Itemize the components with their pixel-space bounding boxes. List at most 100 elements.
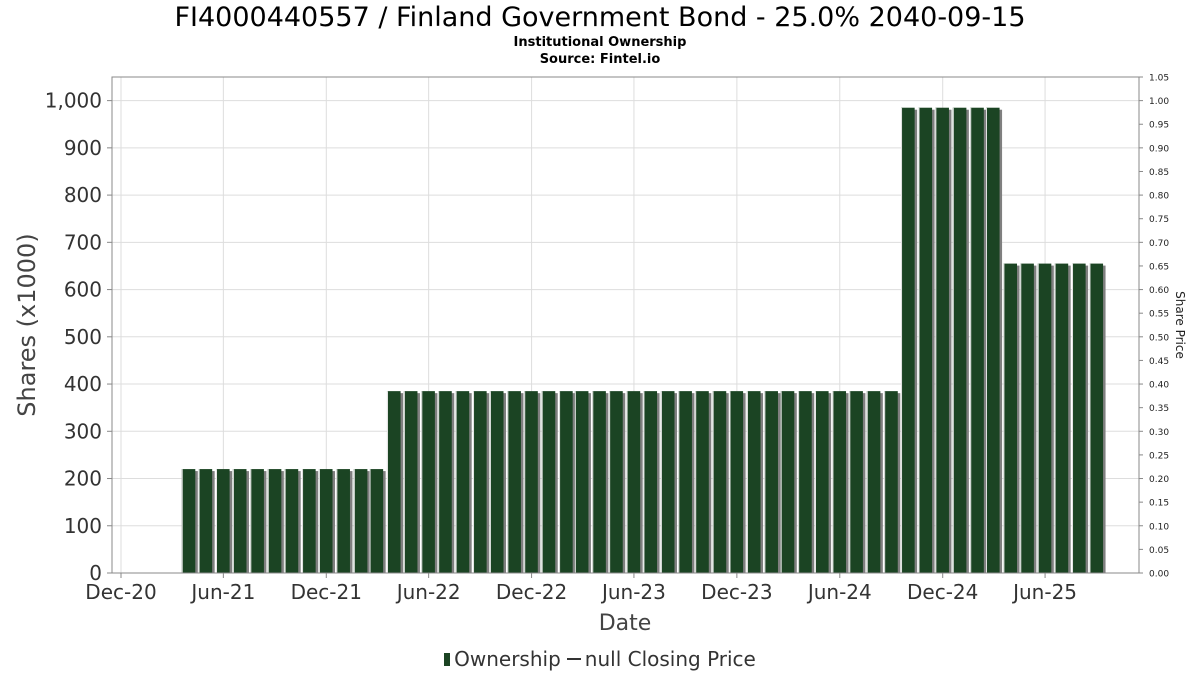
chart-title: FI4000440557 / Finland Government Bond -… [174, 2, 1026, 33]
ownership-bar [198, 469, 213, 573]
ownership-bar [1003, 263, 1018, 573]
ownership-bar [232, 469, 247, 573]
y2-tick-label: 0.45 [1149, 357, 1169, 367]
x-tick-label: Jun-25 [1011, 580, 1077, 604]
ownership-bar [678, 391, 692, 573]
x-tick-label: Dec-24 [907, 580, 978, 604]
ownership-bar [970, 107, 984, 573]
ownership-bar [541, 391, 556, 573]
ownership-bar [935, 107, 949, 573]
ownership-bar [798, 391, 812, 573]
x-tick-label: Jun-24 [806, 580, 872, 604]
ownership-bar [302, 469, 316, 573]
ownership-bar [455, 391, 470, 573]
y2-tick-label: 0.20 [1149, 475, 1169, 485]
y-tick-label: 800 [64, 183, 102, 207]
y2-tick-label: 0.00 [1149, 570, 1169, 580]
ownership-bar [403, 391, 418, 573]
price-legend-line [566, 658, 581, 660]
y2-axis: 0.00 0.05 0.10 0.15 0.20 0.25 0.30 0.35 0.40 0.45… [1139, 74, 1169, 580]
bars-layer [181, 107, 1106, 573]
y2-tick-label: 0.15 [1149, 499, 1169, 509]
ownership-bar [884, 391, 898, 573]
ownership-bar [250, 469, 264, 573]
ownership-bar [438, 391, 452, 573]
ownership-bar [267, 469, 282, 573]
ownership-bar [729, 391, 744, 573]
y-tick-label: 1,000 [45, 89, 102, 113]
ownership-bar [952, 107, 967, 573]
chart-legend: Ownership null Closing Price [0, 647, 1200, 671]
ownership-bar [626, 391, 641, 573]
ownership-bar [524, 391, 538, 573]
x-tick-label: Dec-23 [701, 580, 772, 604]
ownership-bar [559, 391, 573, 573]
y2-tick-label: 1.00 [1149, 97, 1169, 107]
x-axis: Dec-20 Jun-21 Dec-21 Jun-22 Dec-22 Jun-23 Dec-… [85, 573, 1077, 604]
y2-tick-label: 0.55 [1149, 310, 1169, 320]
y2-axis-label: Share Price [1173, 291, 1187, 359]
ownership-bar [421, 391, 435, 573]
ownership-bar [814, 391, 829, 573]
y-tick-label: 700 [64, 230, 102, 254]
y-tick-label: 300 [64, 419, 102, 443]
ownership-bar [473, 391, 487, 573]
y2-tick-label: 0.70 [1149, 239, 1169, 249]
y-tick-label: 600 [64, 278, 102, 302]
ownership-bar [866, 391, 881, 573]
y-tick-label: 400 [64, 372, 102, 396]
x-tick-label: Dec-22 [496, 580, 567, 604]
ownership-bar [918, 107, 933, 573]
ownership-bar [592, 391, 606, 573]
y-axis: 0 100 200 300 400 500 600 700 800 900 1,000 [45, 89, 112, 585]
ownership-bar [764, 391, 778, 573]
ownership-bar [832, 391, 847, 573]
ownership-bar [489, 391, 504, 573]
y-tick-label: 200 [64, 467, 102, 491]
ownership-bar [609, 391, 623, 573]
ownership-bar [1020, 263, 1034, 573]
ownership-bar [1072, 263, 1086, 573]
y2-tick-label: 0.10 [1149, 522, 1169, 532]
ownership-bar [1054, 263, 1069, 573]
ownership-bar [1089, 263, 1104, 573]
ownership-bar [284, 469, 299, 573]
ownership-bar [660, 391, 675, 573]
ownership-bar [369, 469, 384, 573]
ownership-bar [985, 107, 1000, 573]
ownership-bar [643, 391, 658, 573]
y2-tick-label: 0.85 [1149, 168, 1169, 178]
y2-tick-label: 0.30 [1149, 428, 1169, 438]
y2-tick-label: 0.65 [1149, 262, 1169, 272]
ownership-bar [901, 107, 915, 573]
ownership-bar [1037, 263, 1052, 573]
y2-tick-label: 0.80 [1149, 192, 1169, 202]
ownership-bar [712, 391, 727, 573]
chart-source: Source: Fintel.io [539, 52, 661, 67]
ownership-bar [215, 469, 230, 573]
y-axis-label: Shares (x1000) [13, 233, 41, 416]
ownership-bar [695, 391, 709, 573]
ownership-bar [849, 391, 863, 573]
y2-tick-label: 0.40 [1149, 381, 1169, 391]
ownership-bar [780, 391, 795, 573]
x-tick-label: Jun-23 [600, 580, 666, 604]
y-tick-label: 900 [64, 136, 102, 160]
y2-tick-label: 0.50 [1149, 333, 1169, 343]
ownership-legend-label: Ownership [454, 647, 561, 671]
price-legend-label: null Closing Price [584, 647, 756, 671]
x-tick-label: Dec-20 [85, 580, 156, 604]
ownership-bar [507, 391, 521, 573]
x-tick-label: Jun-22 [395, 580, 461, 604]
ownership-bar [353, 469, 368, 573]
y2-tick-label: 0.05 [1149, 546, 1169, 556]
y2-tick-label: 0.35 [1149, 404, 1169, 414]
y2-tick-label: 0.75 [1149, 215, 1169, 225]
plot-frame [111, 76, 1140, 574]
ownership-legend-swatch [444, 653, 451, 666]
ownership-bar [386, 391, 401, 573]
x-axis-label: Date [599, 611, 652, 636]
y2-tick-label: 1.05 [1149, 74, 1169, 84]
ownership-bar [574, 391, 589, 573]
